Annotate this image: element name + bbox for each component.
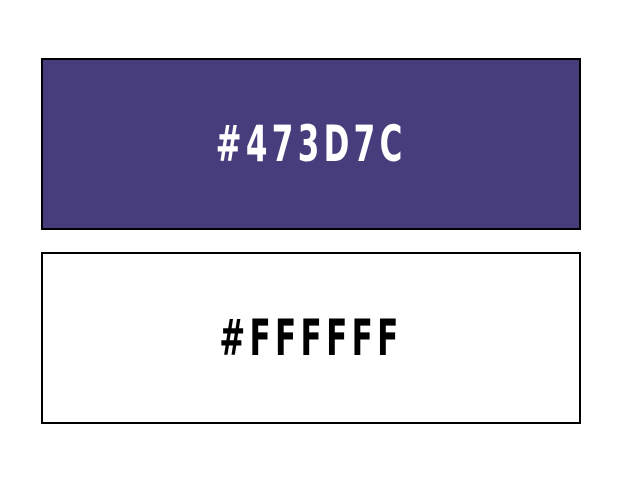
color-swatch-secondary: #FFFFFF <box>41 252 581 424</box>
color-swatch-primary: #473D7C <box>41 58 581 230</box>
hex-code-label: #473D7C <box>215 115 407 173</box>
hex-code-label: #FFFFFF <box>219 309 403 367</box>
